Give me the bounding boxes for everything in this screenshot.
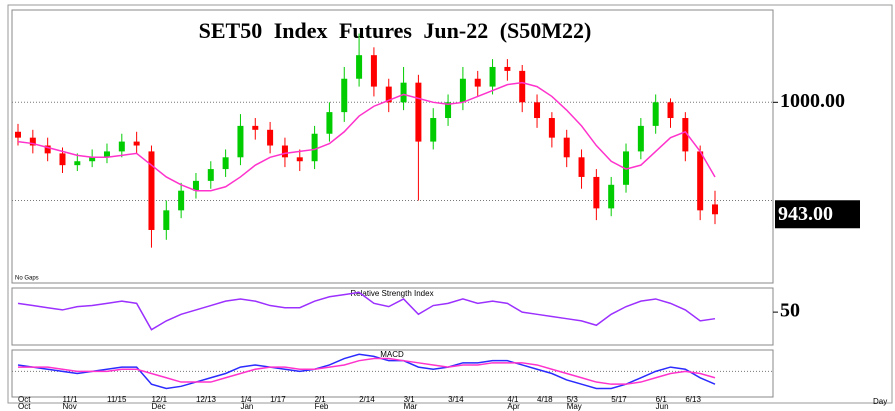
- candle-body: [430, 118, 437, 142]
- x-axis-label: Day: [873, 397, 887, 406]
- month-label: Apr: [507, 402, 520, 411]
- candle-body: [29, 137, 36, 146]
- y-tick-label: 1000.00: [780, 90, 845, 112]
- candle-body: [623, 151, 630, 185]
- candle-body: [252, 125, 259, 130]
- candle-body: [296, 157, 303, 162]
- x-tick-label: 2/14: [359, 395, 375, 404]
- macd-line: [17, 353, 716, 390]
- x-tick-label: 3/1: [404, 395, 416, 404]
- rsi-line: [17, 291, 716, 331]
- x-tick-label: 5/17: [611, 395, 627, 404]
- candle-body: [74, 161, 81, 166]
- candle-body: [682, 118, 689, 152]
- candle-body: [400, 82, 407, 103]
- month-label: Feb: [315, 402, 329, 411]
- rsi-panel: [11, 287, 774, 346]
- candle-body: [489, 66, 496, 87]
- month-label: May: [567, 402, 582, 411]
- x-tick-label: 6/13: [685, 395, 701, 404]
- candle-body: [712, 204, 718, 215]
- last-price-box: [775, 200, 860, 229]
- candle-body: [267, 129, 274, 146]
- candle-body: [222, 157, 229, 170]
- candle-body: [593, 176, 600, 209]
- candle-body: [504, 66, 511, 71]
- macd-line: [18, 357, 716, 385]
- candle-body: [519, 70, 526, 103]
- month-label: Jun: [656, 402, 669, 411]
- candle-body: [326, 112, 333, 134]
- x-tick-label: 4/1: [507, 395, 519, 404]
- chart-title: SET50 Index Futures Jun-22 (S50M22): [199, 18, 592, 43]
- candle-body: [118, 141, 125, 152]
- candle-body: [370, 55, 377, 87]
- x-tick-label: Oct: [18, 395, 31, 404]
- candle-body: [474, 78, 481, 87]
- candle-body: [385, 86, 392, 103]
- candle-body: [667, 102, 674, 119]
- month-label: Nov: [62, 402, 76, 411]
- candle-body: [608, 184, 615, 209]
- x-tick-label: 12/13: [196, 395, 217, 404]
- x-tick-label: 5/3: [567, 395, 579, 404]
- candle-body: [652, 102, 659, 126]
- candle-body: [311, 133, 318, 162]
- month-label: Jan: [240, 402, 253, 411]
- month-label: Mar: [404, 402, 418, 411]
- candle-body: [445, 102, 452, 119]
- candle-body: [89, 157, 96, 162]
- candle-body: [578, 157, 585, 177]
- macd-panel: [11, 349, 774, 398]
- candle-body: [637, 125, 644, 152]
- candle-body: [178, 190, 185, 211]
- candle-body: [163, 210, 170, 230]
- month-label: Oct: [18, 402, 31, 411]
- x-tick-label: 4/18: [537, 395, 553, 404]
- last-price-label: 943.00: [778, 203, 833, 225]
- outer-frame: [7, 4, 893, 404]
- x-tick-label: 1/4: [240, 395, 252, 404]
- candle-body: [103, 151, 110, 158]
- x-tick-label: 6/1: [656, 395, 668, 404]
- candle-body: [563, 137, 570, 158]
- candle-body: [15, 131, 21, 138]
- month-label: Dec: [151, 402, 165, 411]
- candle-body: [44, 145, 51, 154]
- x-tick-label: 1/17: [270, 395, 286, 404]
- candle-body: [133, 141, 140, 146]
- candle-body: [59, 153, 66, 166]
- gap-note: No Gaps: [15, 276, 39, 282]
- candle-body: [534, 102, 541, 119]
- x-tick-label: 11/15: [107, 395, 127, 404]
- x-tick-label: 12/1: [151, 395, 167, 404]
- candle-body: [192, 180, 199, 191]
- candle-body: [341, 78, 348, 113]
- macd-title: MACD: [380, 350, 404, 359]
- candle-body: [237, 125, 244, 158]
- candle-body: [697, 151, 704, 211]
- rsi-title: Relative Strength Index: [350, 289, 433, 298]
- candle-body: [415, 82, 422, 142]
- candle-body: [548, 118, 555, 138]
- moving-average: [17, 81, 716, 192]
- x-tick-label: 2/1: [315, 395, 327, 404]
- candle-body: [281, 145, 288, 158]
- candle-body: [207, 169, 214, 181]
- candle-body: [356, 55, 363, 79]
- y-tick-label: 50: [780, 300, 800, 322]
- x-tick-label: 11/1: [62, 395, 78, 404]
- x-tick-label: 3/14: [448, 395, 464, 404]
- candle-body: [148, 151, 155, 230]
- candle-body: [459, 78, 466, 103]
- price-panel: [11, 9, 774, 284]
